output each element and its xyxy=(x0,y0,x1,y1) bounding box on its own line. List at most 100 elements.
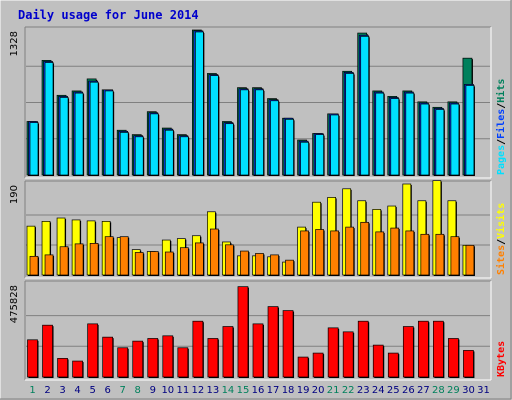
bar-sites xyxy=(330,230,339,276)
bar-sites xyxy=(119,236,129,276)
bar-pages xyxy=(195,31,204,176)
legend-item: Pages xyxy=(496,145,507,175)
bar-kbytes xyxy=(327,327,339,378)
x-tick-label: 10 xyxy=(161,385,174,396)
y-max-label: 190 xyxy=(9,185,20,204)
bar-pages xyxy=(255,89,264,176)
bar-pages xyxy=(300,141,309,176)
bar-pages xyxy=(104,90,114,176)
bar-kbytes xyxy=(252,323,264,378)
bar-sites xyxy=(345,226,355,276)
x-tick-label: 6 xyxy=(104,385,110,396)
bar-sites xyxy=(134,252,144,276)
bar-pages xyxy=(59,97,69,176)
bar-kbytes xyxy=(312,352,324,378)
bar-kbytes xyxy=(417,320,429,378)
bar-sites xyxy=(315,229,324,276)
bar-sites xyxy=(450,236,460,276)
bar-kbytes xyxy=(267,306,279,378)
bar-pages xyxy=(134,136,144,176)
x-tick-label: 15 xyxy=(237,385,250,396)
bar-sites xyxy=(164,251,174,276)
x-tick-label: 9 xyxy=(150,385,156,396)
bar-kbytes xyxy=(147,338,159,378)
bar-kbytes xyxy=(192,320,204,378)
x-tick-label: 29 xyxy=(447,385,460,396)
bar-sites xyxy=(420,233,430,276)
x-tick-label: 3 xyxy=(59,385,65,396)
bar-sites xyxy=(255,253,264,276)
bar-kbytes xyxy=(237,286,249,378)
bar-pages xyxy=(435,109,445,176)
hits-panel: 1328 Pages/Files/Hits xyxy=(9,26,507,179)
bar-kbytes xyxy=(42,324,53,378)
bars xyxy=(26,29,475,177)
bar-pages xyxy=(375,92,385,176)
bar-sites xyxy=(179,247,189,276)
bars xyxy=(26,180,475,276)
bar-kbytes xyxy=(222,326,234,378)
x-tick-label: 11 xyxy=(176,385,189,396)
bar-kbytes xyxy=(433,320,444,378)
bar-sites xyxy=(104,236,114,276)
chart-title: Daily usage for June 2014 xyxy=(18,8,199,22)
legend: Sites/Visits xyxy=(495,203,507,275)
x-tick-label: 24 xyxy=(372,385,385,396)
bar-kbytes xyxy=(372,344,384,378)
bar-pages xyxy=(210,75,219,176)
x-tick-label: 14 xyxy=(222,385,235,396)
x-tick-label: 7 xyxy=(120,385,126,396)
x-tick-label: 17 xyxy=(267,385,280,396)
legend-item: Files xyxy=(495,109,507,139)
bar-kbytes xyxy=(387,352,399,378)
bar-sites xyxy=(405,230,415,276)
x-tick-label: 4 xyxy=(74,385,80,396)
x-tick-label: 28 xyxy=(432,385,445,396)
bar-pages xyxy=(164,129,174,176)
x-tick-label: 25 xyxy=(387,385,400,396)
bar-sites xyxy=(210,228,219,276)
bar-pages xyxy=(74,92,84,176)
x-tick-label: 13 xyxy=(207,385,220,396)
bar-sites xyxy=(44,254,54,276)
bar-pages xyxy=(450,103,460,176)
x-tick-label: 8 xyxy=(135,385,141,396)
bar-sites xyxy=(59,246,69,276)
bar-pages xyxy=(360,35,370,176)
legend-item: Sites xyxy=(495,245,507,275)
bar-sites xyxy=(465,244,475,276)
x-tick-label: 1 xyxy=(29,385,35,396)
bar-sites xyxy=(435,233,445,276)
bar-kbytes xyxy=(282,310,294,378)
x-tick-label: 31 xyxy=(477,385,490,396)
bar-sites xyxy=(89,243,99,276)
visits-panel: 190 Sites/Visits xyxy=(9,180,507,279)
bar-pages xyxy=(330,114,339,176)
bar-sites xyxy=(240,250,249,276)
bar-sites xyxy=(149,251,159,276)
x-tick-label: 21 xyxy=(327,385,340,396)
x-tick-label: 30 xyxy=(462,385,475,396)
bar-pages xyxy=(270,100,279,176)
bar-kbytes xyxy=(448,338,459,378)
bar-kbytes xyxy=(132,340,144,378)
bar-sites xyxy=(285,259,294,276)
bar-pages xyxy=(315,134,324,176)
bar-kbytes xyxy=(297,356,309,378)
x-tick-label: 20 xyxy=(312,385,325,396)
bar-pages xyxy=(420,103,430,176)
bar-sites xyxy=(360,221,370,276)
bar-kbytes xyxy=(177,347,189,378)
bar-kbytes xyxy=(57,358,68,378)
bar-sites xyxy=(74,243,84,276)
bar-kbytes xyxy=(357,320,369,378)
bar-pages xyxy=(240,89,249,176)
bar-kbytes xyxy=(117,347,129,378)
bar-sites xyxy=(195,242,204,276)
bar-pages xyxy=(149,113,159,176)
x-tick-label: 12 xyxy=(192,385,205,396)
bar-kbytes xyxy=(463,350,474,378)
bar-pages xyxy=(179,136,189,176)
bar-kbytes xyxy=(27,339,38,378)
